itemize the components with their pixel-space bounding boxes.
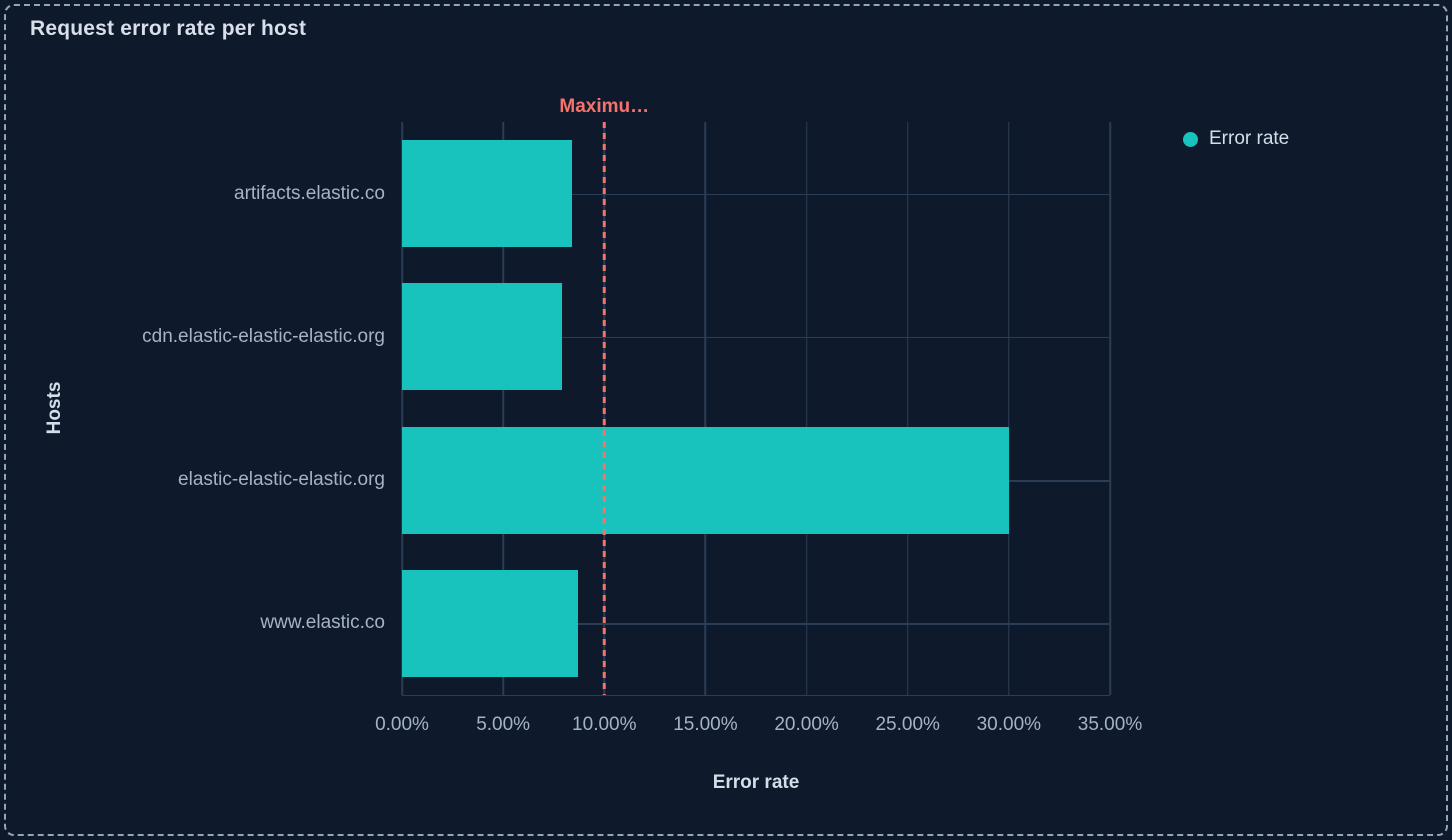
legend-label: Error rate	[1209, 128, 1290, 149]
legend-item-error-rate[interactable]: Error rate	[1183, 128, 1289, 150]
legend: Error rate	[1183, 128, 1289, 150]
bar[interactable]	[402, 426, 1009, 534]
gridline-vertical	[704, 122, 707, 695]
x-axis-tick-label: 0.00%	[375, 714, 429, 735]
panel-title: Request error rate per host	[30, 17, 307, 40]
x-axis-tick-label: 20.00%	[774, 714, 839, 735]
bar[interactable]	[402, 140, 572, 248]
x-axis-tick-label: 5.00%	[476, 714, 531, 735]
y-axis-title: Hosts	[44, 381, 65, 435]
gridline-horizontal	[402, 623, 1110, 625]
bar[interactable]	[402, 283, 562, 391]
gridline-vertical	[906, 122, 909, 695]
gridline-horizontal	[402, 193, 1110, 196]
annotation-label: Maximu…	[559, 96, 650, 117]
x-axis-tick-label: 30.00%	[976, 714, 1042, 735]
gridline-vertical	[1109, 122, 1111, 695]
x-axis-tick-label: 25.00%	[875, 714, 940, 735]
gridline-vertical	[1008, 122, 1010, 695]
y-axis-category-label: cdn.elastic-elastic-elastic.org	[142, 325, 385, 347]
gridline-vertical	[401, 122, 403, 695]
x-axis-tick-label: 15.00%	[673, 714, 738, 735]
y-axis-category-label: elastic-elastic-elastic.org	[178, 469, 385, 491]
gridline-vertical	[805, 122, 808, 695]
x-axis-tick-label: 35.00%	[1077, 714, 1143, 735]
x-axis-tick-label: 10.00%	[572, 714, 637, 735]
plot-area	[401, 122, 1111, 696]
gridline-horizontal	[402, 336, 1110, 339]
gridline-vertical	[502, 122, 504, 695]
bar[interactable]	[402, 569, 578, 677]
legend-swatch-icon	[1183, 131, 1198, 147]
x-axis-title: Error rate	[712, 772, 800, 793]
y-axis-category-label: www.elastic.co	[260, 612, 385, 634]
annotation-line	[603, 122, 606, 695]
y-axis-category-label: artifacts.elastic.co	[234, 182, 385, 204]
